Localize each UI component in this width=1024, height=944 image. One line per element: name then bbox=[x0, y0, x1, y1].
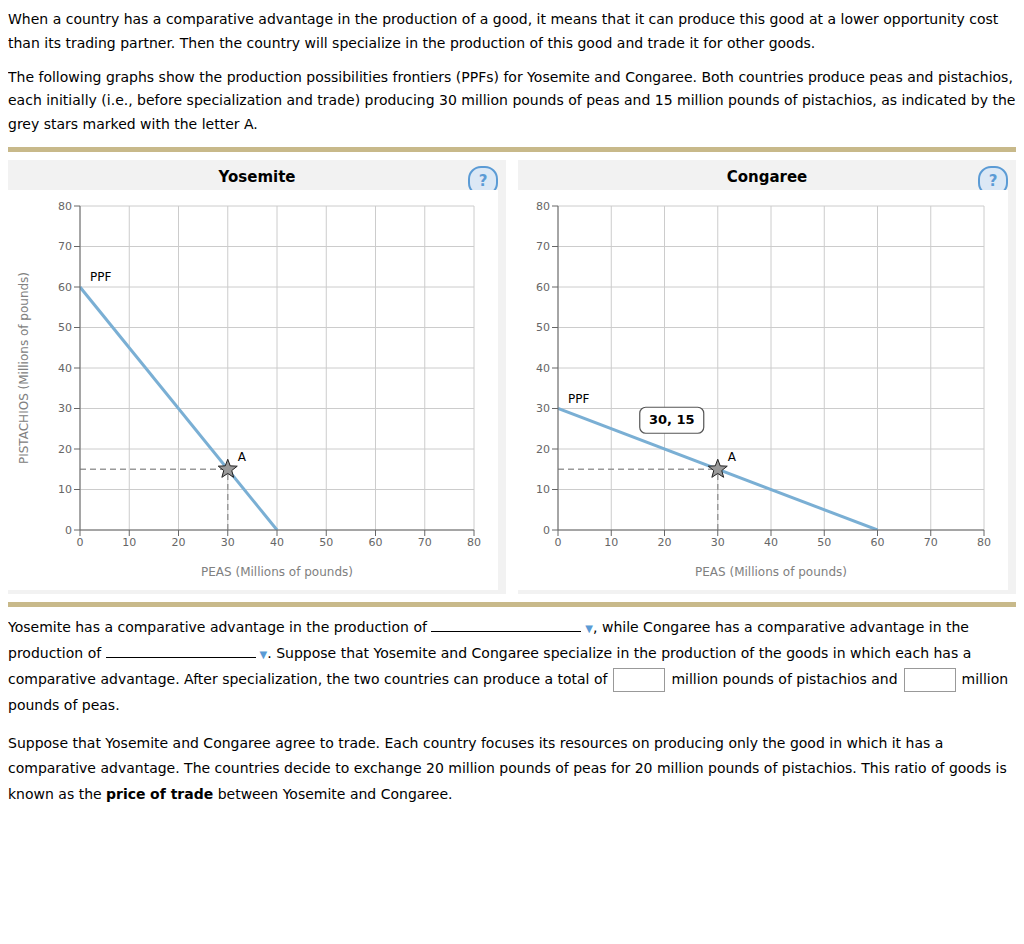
html-text:Yosemite has a comparative adv: Yosemite has a comparative advantage in … bbox=[8, 619, 432, 635]
svg-text:80: 80 bbox=[536, 200, 550, 213]
svg-text:30: 30 bbox=[58, 402, 72, 415]
html-text:Yosemite: Yosemite bbox=[218, 168, 296, 186]
svg-text:30, 15: 30, 15 bbox=[649, 412, 695, 427]
svg-text:PEAS (Millions of pounds): PEAS (Millions of pounds) bbox=[695, 565, 847, 579]
html-text:▼. Suppose that Yosemite and C: ▼. Suppose that Yosemite and Congaree sp… bbox=[259, 644, 972, 661]
svg-text:40: 40 bbox=[764, 536, 778, 549]
svg-text:A: A bbox=[728, 450, 737, 464]
svg-text:PPF: PPF bbox=[568, 391, 589, 405]
svg-text:70: 70 bbox=[924, 536, 938, 549]
svg-text:50: 50 bbox=[319, 536, 333, 549]
svg-text:0: 0 bbox=[77, 536, 84, 549]
svg-text:PEAS (Millions of pounds): PEAS (Millions of pounds) bbox=[201, 565, 353, 579]
svg-text:60: 60 bbox=[369, 536, 383, 549]
svg-text:10: 10 bbox=[536, 483, 550, 496]
svg-text:80: 80 bbox=[467, 536, 481, 549]
html-text:When a country has a comparati: When a country has a comparative advanta… bbox=[8, 11, 999, 51]
svg-text:70: 70 bbox=[418, 536, 432, 549]
svg-text:0: 0 bbox=[543, 524, 550, 537]
html-text:Suppose that Yosemite and Cong: Suppose that Yosemite and Congaree agree… bbox=[8, 734, 1007, 803]
svg-text:20: 20 bbox=[172, 536, 186, 549]
html-text:million pounds of peas.: million pounds of peas. bbox=[8, 670, 1009, 713]
svg-text:40: 40 bbox=[536, 362, 550, 375]
html-text:comparative advantage. After s: comparative advantage. After specializat… bbox=[8, 670, 608, 687]
svg-text:30: 30 bbox=[536, 402, 550, 415]
svg-text:10: 10 bbox=[122, 536, 136, 549]
svg-text:40: 40 bbox=[58, 362, 72, 375]
svg-text:PPF: PPF bbox=[90, 270, 111, 284]
svg-text:20: 20 bbox=[58, 443, 72, 456]
svg-text:60: 60 bbox=[871, 536, 885, 549]
svg-text:0: 0 bbox=[65, 524, 72, 537]
svg-text:10: 10 bbox=[604, 536, 618, 549]
svg-text:A: A bbox=[238, 450, 247, 464]
svg-text:20: 20 bbox=[536, 443, 550, 456]
svg-text:60: 60 bbox=[536, 281, 550, 294]
svg-text:60: 60 bbox=[58, 281, 72, 294]
svg-text:20: 20 bbox=[658, 536, 672, 549]
svg-text:30: 30 bbox=[221, 536, 235, 549]
html-text:production of: production of bbox=[8, 644, 106, 661]
svg-text:70: 70 bbox=[58, 240, 72, 253]
html-text:Congaree: Congaree bbox=[726, 168, 808, 186]
svg-text:50: 50 bbox=[817, 536, 831, 549]
svg-text:10: 10 bbox=[58, 483, 72, 496]
svg-text:80: 80 bbox=[977, 536, 991, 549]
svg-text:50: 50 bbox=[536, 321, 550, 334]
svg-text:PISTACHIOS (Millions of pounds: PISTACHIOS (Millions of pounds) bbox=[17, 272, 31, 464]
svg-text:50: 50 bbox=[58, 321, 72, 334]
html-text:The following graphs show the: The following graphs show the production… bbox=[8, 68, 1016, 133]
html-text:▼, while Congaree has a compar: ▼, while Congaree has a comparative adva… bbox=[585, 619, 969, 635]
svg-text:0: 0 bbox=[555, 536, 562, 549]
svg-text:40: 40 bbox=[270, 536, 284, 549]
svg-text:80: 80 bbox=[58, 200, 72, 213]
html-text:million pounds of pistachios a: million pounds of pistachios and bbox=[671, 670, 898, 687]
svg-text:30: 30 bbox=[711, 536, 725, 549]
svg-text:70: 70 bbox=[536, 240, 550, 253]
